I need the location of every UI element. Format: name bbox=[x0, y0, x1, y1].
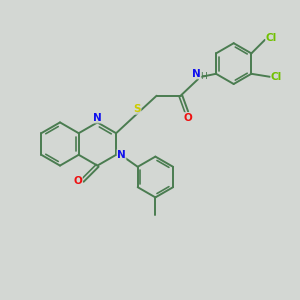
Text: O: O bbox=[184, 112, 193, 123]
Text: S: S bbox=[134, 104, 141, 114]
Text: Cl: Cl bbox=[271, 72, 282, 82]
Text: N: N bbox=[117, 150, 126, 160]
Text: H: H bbox=[200, 72, 207, 81]
Text: O: O bbox=[74, 176, 82, 186]
Text: Cl: Cl bbox=[266, 33, 277, 43]
Text: N: N bbox=[192, 69, 201, 79]
Text: N: N bbox=[93, 113, 102, 123]
